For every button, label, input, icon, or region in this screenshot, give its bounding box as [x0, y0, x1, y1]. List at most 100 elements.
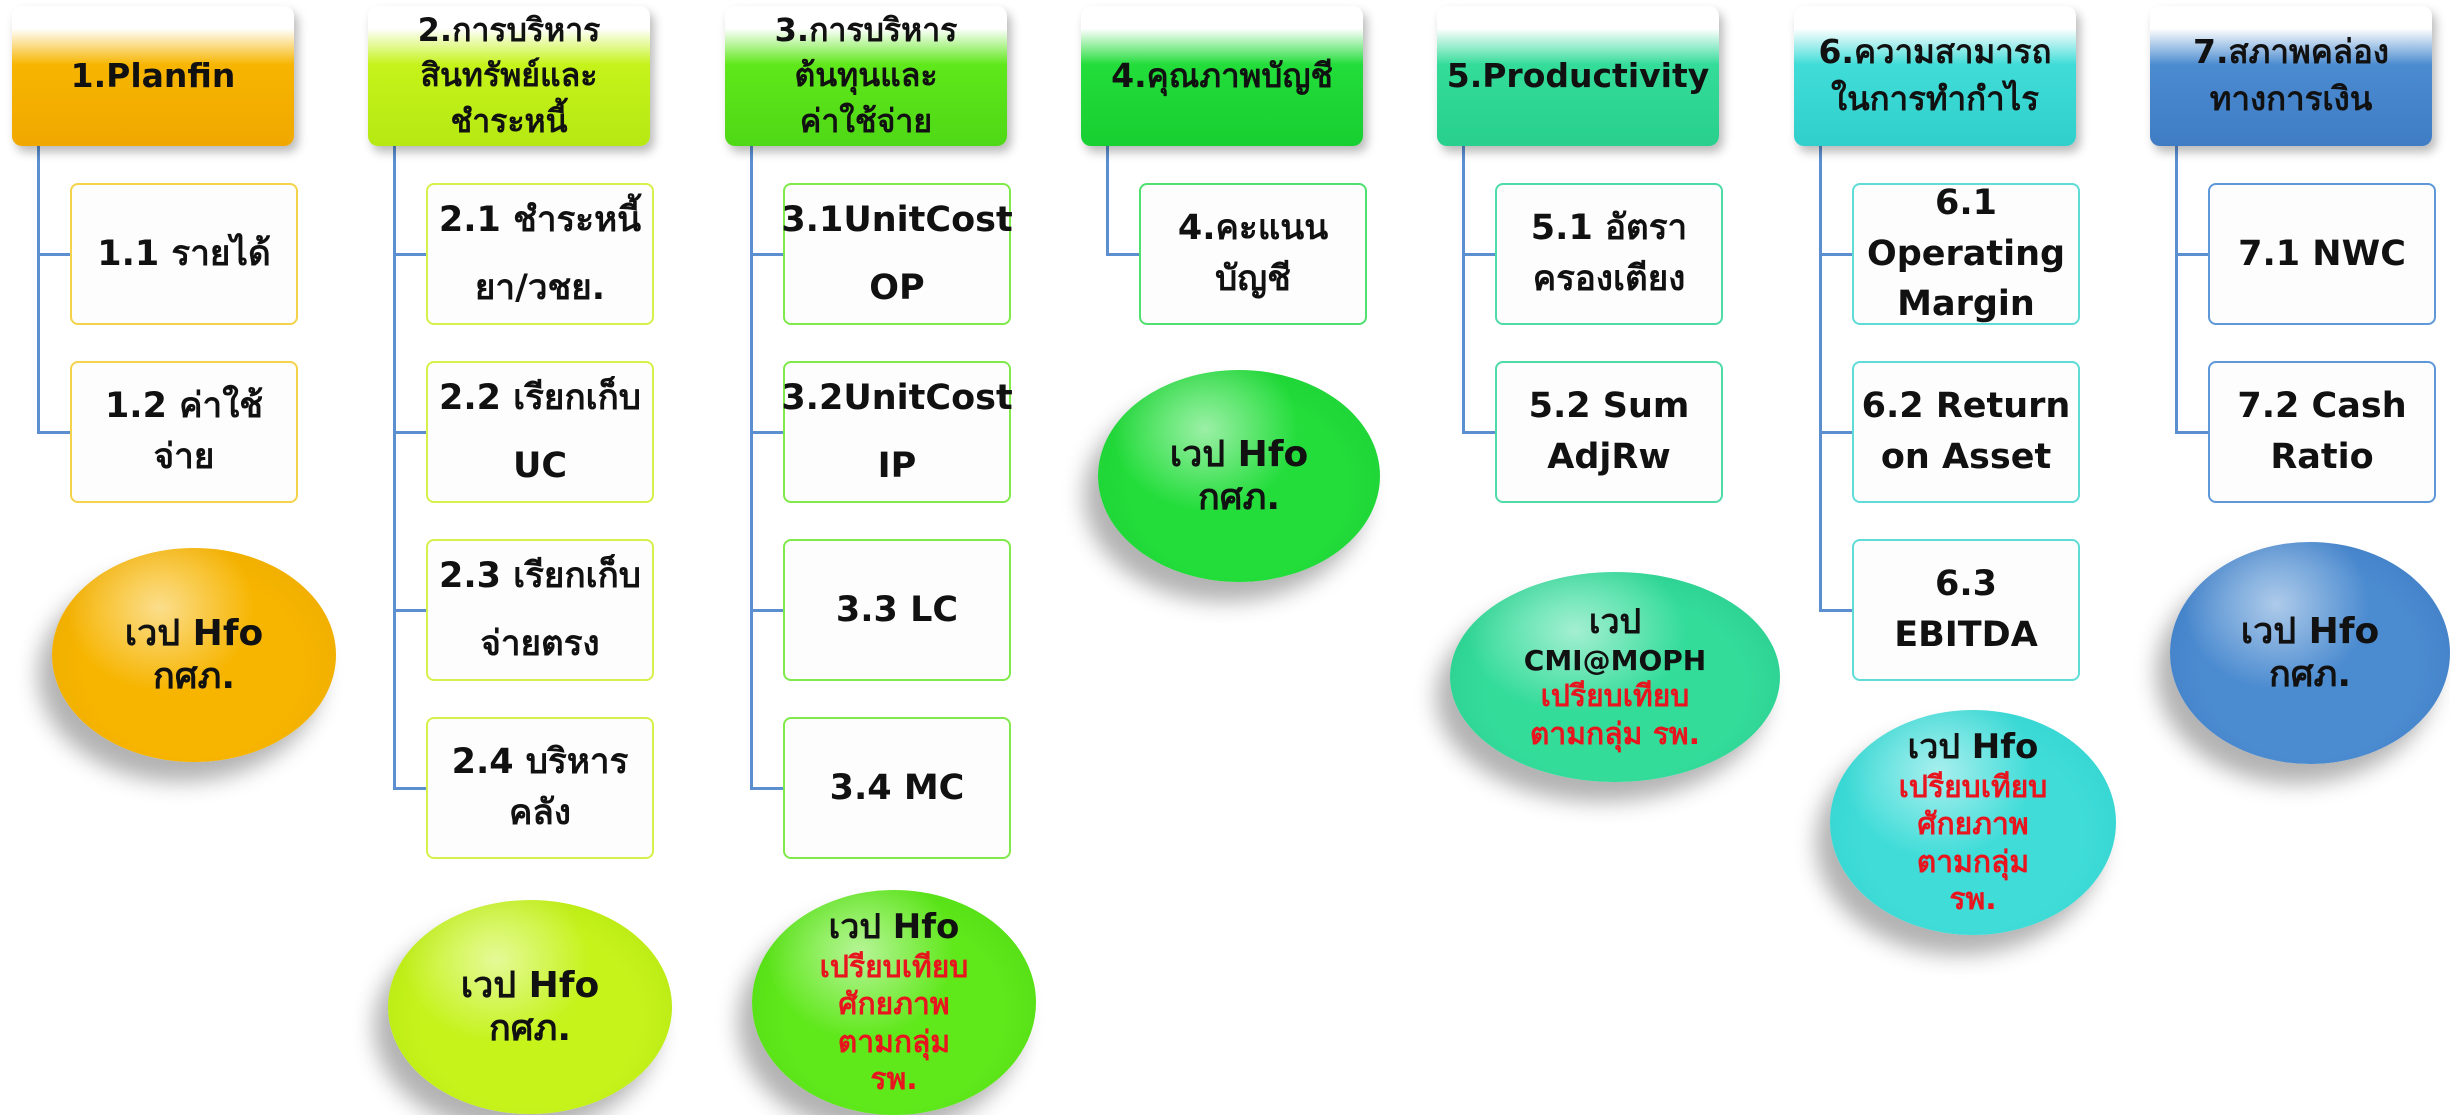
- branch-line: [393, 253, 426, 256]
- indicator-box[interactable]: 6.2 Return on Asset: [1852, 361, 2080, 503]
- bubble-highlight-text: เปรียบเทียบ: [1540, 679, 1690, 715]
- text-line: 6.1: [1934, 182, 1997, 223]
- indicator-box[interactable]: 7.1 NWC: [2208, 183, 2436, 325]
- data-source-bubble-7: เวป Hfo กศภ.: [2170, 542, 2450, 764]
- text-line: ชำระหนี้: [450, 101, 568, 140]
- text-line: 2.1 ชำระหนี้: [438, 199, 642, 240]
- text-line: ต้นทุนและ: [794, 56, 938, 95]
- branch-line: [1819, 609, 1852, 612]
- column-4: 4.คุณภาพบัญชี 4.คะแนนบัญชี: [1081, 0, 1381, 1111]
- text-line: ในการทำกำไร: [1830, 79, 2040, 118]
- indicator-box[interactable]: 4.คะแนนบัญชี: [1139, 183, 1367, 325]
- connector-line: [750, 146, 753, 790]
- indicator-box[interactable]: 2.1 ชำระหนี้ยา/วชย.: [426, 183, 654, 325]
- indicator-box[interactable]: 3.4 MC: [783, 717, 1011, 859]
- column-5: 5.Productivity 5.1 อัตรา ครองเตียง 5.2 Sum A…: [1437, 0, 1737, 1111]
- indicator-box[interactable]: 1.2 ค่าใช้จ่าย: [70, 361, 298, 503]
- text-line: 1.Planfin: [70, 55, 236, 95]
- bubble-text: เวป Hfo: [124, 612, 264, 654]
- bubble-highlight-text: เปรียบเทียบ: [1898, 769, 2048, 805]
- bubble-highlight-text: ตามกลุ่ม: [1916, 844, 2030, 880]
- bubble-highlight-text: รพ.: [1949, 882, 1997, 918]
- text-line: OP: [869, 268, 925, 308]
- connector-line: [1819, 146, 1822, 612]
- text-line: คลัง: [509, 793, 571, 833]
- text-line: 1.2 ค่าใช้จ่าย: [104, 386, 264, 477]
- text-line: บัญชี: [1215, 259, 1291, 299]
- category-header-3[interactable]: 3.การบริหารต้นทุนและค่าใช้จ่าย: [725, 6, 1007, 146]
- text-line: 6.3 EBITDA: [1894, 564, 2038, 655]
- bubble-highlight-text: รพ.: [870, 1062, 918, 1098]
- text-line: Ratio: [2270, 437, 2374, 477]
- text-line: 1.1 รายได้: [97, 233, 271, 274]
- indicator-box[interactable]: 6.1 Operating Margin: [1852, 183, 2080, 325]
- branch-line: [37, 253, 70, 256]
- text-line: 3.การบริหาร: [774, 10, 958, 49]
- text-line: ค่าใช้จ่าย: [799, 101, 933, 140]
- bubble-text: เวป: [1588, 601, 1642, 642]
- column-1: 1.Planfin 1.1 รายได้ 1.2 ค่าใช้จ่าย: [12, 0, 312, 1111]
- text-line: 7.สภาพคล่อง: [2193, 32, 2389, 72]
- text-line: 5.2 Sum: [1528, 386, 1690, 427]
- category-header-5[interactable]: 5.Productivity: [1437, 6, 1719, 146]
- text-line: 2.การบริหาร: [417, 10, 601, 49]
- text-line: ยา/วชย.: [474, 268, 606, 308]
- indicator-box[interactable]: 1.1 รายได้: [70, 183, 298, 325]
- column-2: 2.การบริหารสินทรัพย์และชำระหนี้ 2.1 ชำระห…: [368, 0, 668, 1111]
- text-line: 6.ความสามารถ: [1818, 32, 2052, 72]
- text-line: on Asset: [1880, 437, 2052, 477]
- branch-line: [1462, 431, 1495, 434]
- text-line: 3.3 LC: [835, 589, 959, 630]
- bubble-text: เวป Hfo: [1907, 727, 2039, 768]
- indicator-box[interactable]: 3.3 LC: [783, 539, 1011, 681]
- bubble-text: กศภ.: [2268, 654, 2352, 695]
- branch-line: [393, 609, 426, 612]
- indicator-box[interactable]: 2.4 บริหาร คลัง: [426, 717, 654, 859]
- indicator-box[interactable]: 2.3 เรียกเก็บจ่ายตรง: [426, 539, 654, 681]
- bubble-highlight-text: ศักยภาพ: [838, 987, 950, 1023]
- data-source-bubble-4: เวป Hfo กศภ.: [1098, 370, 1380, 582]
- text-line: AdjRw: [1547, 437, 1671, 477]
- indicator-box[interactable]: 7.2 Cash Ratio: [2208, 361, 2436, 503]
- text-line: 3.2UnitCost: [781, 377, 1013, 418]
- indicator-box[interactable]: 6.3 EBITDA: [1852, 539, 2080, 681]
- bubble-highlight-text: เปรียบเทียบ: [819, 949, 969, 985]
- category-header-4[interactable]: 4.คุณภาพบัญชี: [1081, 6, 1363, 146]
- connector-line: [1106, 146, 1109, 256]
- branch-line: [750, 609, 783, 612]
- indicator-box[interactable]: 2.2 เรียกเก็บ UC: [426, 361, 654, 503]
- indicator-box[interactable]: 3.1UnitCost OP: [781, 183, 1013, 325]
- bubble-text: กศภ.: [488, 1008, 572, 1049]
- connector-line: [2175, 146, 2178, 434]
- text-line: IP: [877, 446, 917, 486]
- branch-line: [393, 431, 426, 434]
- text-line: 3.1UnitCost: [781, 199, 1013, 240]
- column-7: 7.สภาพคล่องทางการเงิน 7.1 NWC 7.2 Cash Rati…: [2150, 0, 2450, 1111]
- branch-line: [750, 787, 783, 790]
- text-line: UC: [512, 446, 568, 486]
- text-line: 4.คะแนน: [1177, 208, 1329, 249]
- category-header-6[interactable]: 6.ความสามารถในการทำกำไร: [1794, 6, 2076, 146]
- bubble-text: เวป Hfo: [1169, 433, 1309, 475]
- data-source-bubble-6: เวป Hfo เปรียบเทียบ ศักยภาพ ตามกลุ่ม รพ.: [1830, 710, 2116, 935]
- data-source-bubble-5: เวป CMI@MOPH เปรียบเทียบ ตามกลุ่ม รพ.: [1450, 572, 1780, 782]
- text-line: ทางการเงิน: [2209, 79, 2373, 118]
- text-line: 7.1 NWC: [2238, 233, 2406, 274]
- connector-line: [393, 146, 396, 790]
- bubble-text: เวป Hfo: [460, 964, 600, 1006]
- category-header-1[interactable]: 1.Planfin: [12, 6, 294, 146]
- branch-line: [750, 431, 783, 434]
- connector-line: [1462, 146, 1465, 434]
- category-header-2[interactable]: 2.การบริหารสินทรัพย์และชำระหนี้: [368, 6, 650, 146]
- text-line: 5.1 อัตรา: [1530, 208, 1688, 249]
- branch-line: [2175, 253, 2208, 256]
- text-line: สินทรัพย์และ: [420, 56, 598, 95]
- text-line: 2.3 เรียกเก็บ: [438, 555, 642, 596]
- text-line: จ่ายตรง: [480, 624, 600, 664]
- indicator-box[interactable]: 3.2UnitCost IP: [781, 361, 1013, 503]
- indicator-box[interactable]: 5.2 Sum AdjRw: [1495, 361, 1723, 503]
- indicator-box[interactable]: 5.1 อัตรา ครองเตียง: [1495, 183, 1723, 325]
- category-header-7[interactable]: 7.สภาพคล่องทางการเงิน: [2150, 6, 2432, 146]
- branch-line: [1462, 253, 1495, 256]
- column-3: 3.การบริหารต้นทุนและค่าใช้จ่าย 3.1UnitCos…: [725, 0, 1025, 1111]
